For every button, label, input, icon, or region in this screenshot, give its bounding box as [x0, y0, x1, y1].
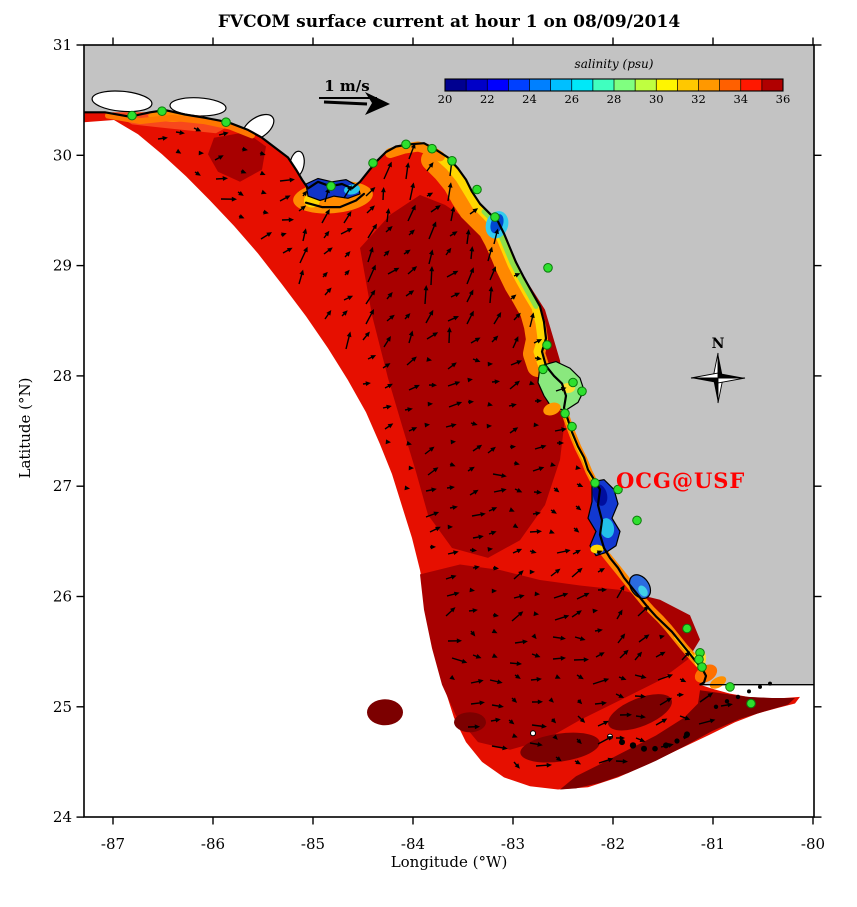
svg-text:34: 34 — [733, 92, 748, 106]
svg-text:-87: -87 — [101, 835, 125, 853]
svg-text:-80: -80 — [801, 835, 825, 853]
svg-text:26: 26 — [53, 588, 72, 606]
svg-text:27: 27 — [53, 477, 72, 495]
svg-text:24: 24 — [522, 92, 537, 106]
svg-text:26: 26 — [564, 92, 579, 106]
svg-text:29: 29 — [53, 257, 72, 275]
svg-text:28: 28 — [607, 92, 622, 106]
svg-text:32: 32 — [691, 92, 706, 106]
svg-text:25: 25 — [53, 698, 72, 716]
svg-text:28: 28 — [53, 367, 72, 385]
svg-text:22: 22 — [480, 92, 495, 106]
svg-text:-83: -83 — [501, 835, 525, 853]
svg-text:20: 20 — [438, 92, 453, 106]
svg-text:24: 24 — [53, 808, 72, 826]
svg-text:-85: -85 — [301, 835, 325, 853]
svg-text:30: 30 — [53, 146, 72, 164]
svg-text:-86: -86 — [201, 835, 225, 853]
svg-text:-84: -84 — [401, 835, 425, 853]
svg-text:-81: -81 — [701, 835, 725, 853]
svg-text:-82: -82 — [601, 835, 625, 853]
svg-text:30: 30 — [649, 92, 664, 106]
svg-text:31: 31 — [53, 36, 72, 54]
svg-text:36: 36 — [776, 92, 791, 106]
